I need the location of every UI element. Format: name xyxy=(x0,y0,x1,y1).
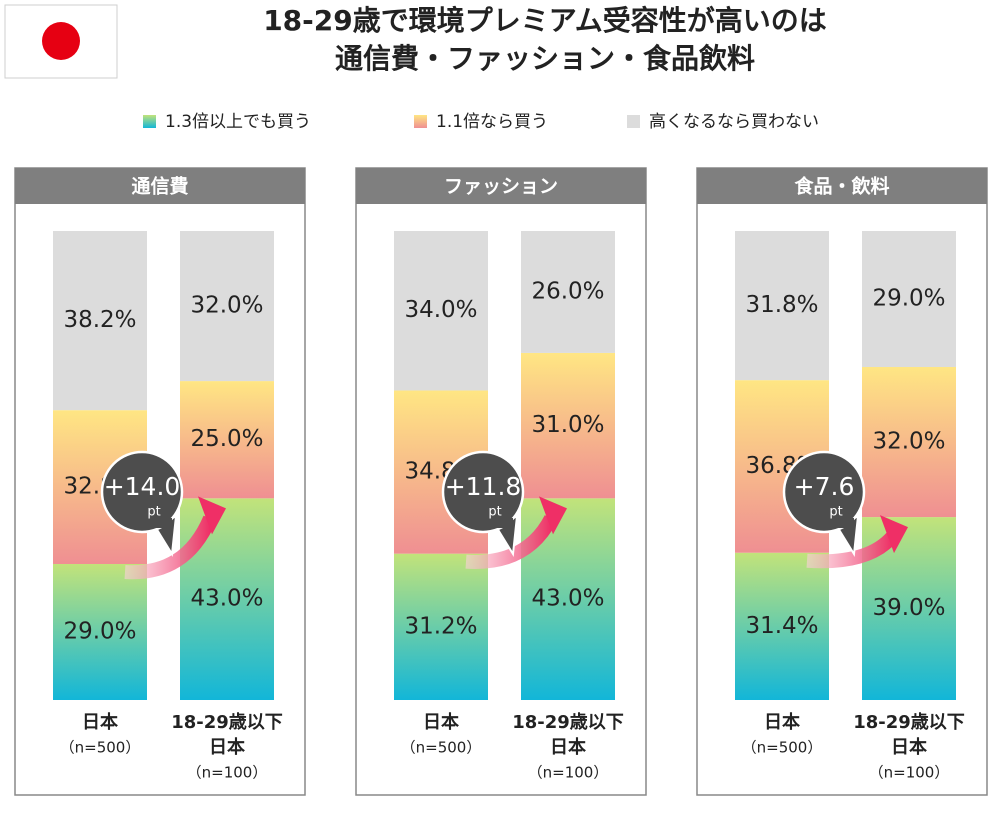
category-label: 18-29歳以下 xyxy=(512,712,624,733)
bar-segment xyxy=(521,231,615,353)
legend-label: 高くなるなら買わない xyxy=(649,112,819,132)
value-label: 31.2% xyxy=(404,613,477,639)
bar-segment xyxy=(394,231,488,391)
value-label: 31.8% xyxy=(745,292,818,318)
bubble-cover xyxy=(154,518,172,528)
bar-segment xyxy=(180,231,274,382)
category-label: （n=500） xyxy=(742,739,823,757)
value-label: 31.0% xyxy=(531,412,604,438)
value-label: 25.0% xyxy=(190,426,263,452)
bar-segment xyxy=(735,552,829,700)
annotation-value: +14.0 xyxy=(104,472,181,501)
annotation-unit: pt xyxy=(488,505,501,520)
title-line: 通信費・ファッション・食品飲料 xyxy=(335,42,755,75)
category-label: 日本 xyxy=(423,711,459,733)
annotation-value: +11.8 xyxy=(445,472,522,501)
bar-segment xyxy=(735,231,829,381)
value-label: 43.0% xyxy=(190,586,263,612)
value-label: 29.0% xyxy=(872,286,945,312)
category-label: （n=500） xyxy=(401,739,482,757)
bar-segment xyxy=(53,231,147,411)
category-label: 日本 xyxy=(764,711,800,733)
arrow-head xyxy=(880,515,908,554)
category-label: （n=100） xyxy=(869,764,950,782)
legend-swatch xyxy=(414,115,427,128)
annotation-unit: pt xyxy=(147,505,160,520)
legend-label: 1.1倍なら買う xyxy=(436,112,548,132)
increase-arrow xyxy=(124,515,217,580)
bubble xyxy=(782,450,866,534)
bar-segment xyxy=(394,553,488,700)
bubble-cover xyxy=(495,518,513,528)
category-label: 日本 xyxy=(82,711,118,733)
category-label: 日本 xyxy=(891,736,927,758)
bubble-cover xyxy=(836,518,854,528)
value-label: 32.0% xyxy=(190,293,263,319)
arrow-head xyxy=(539,496,567,535)
category-label: （n=100） xyxy=(187,764,268,782)
category-label: 日本 xyxy=(209,736,245,758)
legend-label: 1.3倍以上でも買う xyxy=(165,112,311,132)
bar-segment xyxy=(521,352,615,499)
category-label: 日本 xyxy=(550,736,586,758)
title-line: 18-29歳で環境プレミアム受容性が高いのは xyxy=(263,4,827,37)
category-label: （n=500） xyxy=(60,739,141,757)
legend-swatch xyxy=(143,115,156,128)
panel-header xyxy=(15,168,305,204)
arrow-head xyxy=(198,496,226,535)
panel-title: 食品・飲料 xyxy=(794,175,889,198)
bubble xyxy=(100,450,184,534)
value-label: 29.0% xyxy=(63,618,136,644)
bar-segment xyxy=(862,231,956,368)
bar-segment xyxy=(53,563,147,700)
annotation-value: +7.6 xyxy=(794,472,855,501)
value-label: 34.0% xyxy=(404,297,477,323)
bubble xyxy=(441,450,525,534)
panel-header xyxy=(356,168,646,204)
increase-arrow xyxy=(465,514,558,569)
category-label: 18-29歳以下 xyxy=(171,712,283,733)
value-label: 31.4% xyxy=(745,613,818,639)
panel-title: ファッション xyxy=(444,176,558,198)
bar-segment xyxy=(862,367,956,518)
annotation-unit: pt xyxy=(829,505,842,520)
value-label: 32.0% xyxy=(872,429,945,455)
value-label: 39.0% xyxy=(872,595,945,621)
panel-title: 通信費 xyxy=(131,175,188,198)
category-label: （n=100） xyxy=(528,764,609,782)
value-label: 26.0% xyxy=(531,278,604,304)
flag xyxy=(4,4,118,79)
increase-arrow xyxy=(806,532,898,569)
category-label: 18-29歳以下 xyxy=(853,712,965,733)
legend-swatch xyxy=(627,115,640,128)
panel-header xyxy=(697,168,987,204)
value-label: 38.2% xyxy=(63,307,136,333)
value-label: 43.0% xyxy=(531,586,604,612)
bar-segment xyxy=(180,381,274,499)
